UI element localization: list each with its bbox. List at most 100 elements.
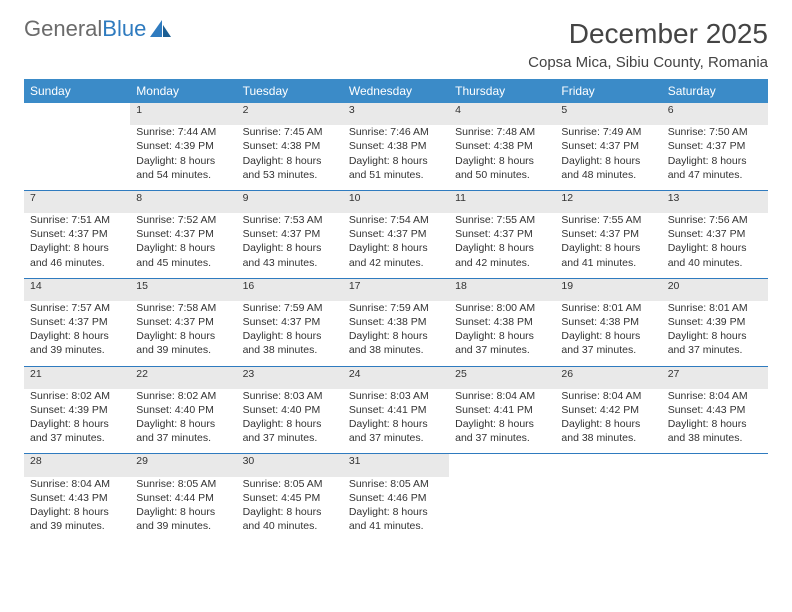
sunset-text: Sunset: 4:37 PM	[668, 227, 762, 241]
sunrise-text: Sunrise: 7:51 AM	[30, 213, 124, 227]
day-cell: Sunrise: 8:03 AMSunset: 4:41 PMDaylight:…	[343, 389, 449, 454]
day1-text: Daylight: 8 hours	[668, 154, 762, 168]
sunset-text: Sunset: 4:39 PM	[30, 403, 124, 417]
day2-text: and 38 minutes.	[668, 431, 762, 445]
day2-text: and 43 minutes.	[243, 256, 337, 270]
day-number	[662, 454, 768, 477]
day2-text: and 37 minutes.	[455, 431, 549, 445]
col-friday: Friday	[555, 79, 661, 103]
sunset-text: Sunset: 4:37 PM	[668, 139, 762, 153]
day-number: 25	[449, 366, 555, 389]
day-number: 28	[24, 454, 130, 477]
day2-text: and 37 minutes.	[561, 343, 655, 357]
day-number: 6	[662, 103, 768, 125]
sunset-text: Sunset: 4:38 PM	[243, 139, 337, 153]
daynum-row: 28293031	[24, 454, 768, 477]
day1-text: Daylight: 8 hours	[349, 241, 443, 255]
brand-text-1: General	[24, 18, 102, 40]
day-number: 3	[343, 103, 449, 125]
sunset-text: Sunset: 4:37 PM	[349, 227, 443, 241]
day2-text: and 45 minutes.	[136, 256, 230, 270]
daynum-row: 123456	[24, 103, 768, 125]
day2-text: and 46 minutes.	[30, 256, 124, 270]
day1-text: Daylight: 8 hours	[136, 505, 230, 519]
day-cell: Sunrise: 8:00 AMSunset: 4:38 PMDaylight:…	[449, 301, 555, 366]
sunrise-text: Sunrise: 7:54 AM	[349, 213, 443, 227]
day-cell: Sunrise: 8:02 AMSunset: 4:40 PMDaylight:…	[130, 389, 236, 454]
day-number: 16	[237, 278, 343, 301]
day2-text: and 42 minutes.	[349, 256, 443, 270]
day-cell: Sunrise: 7:59 AMSunset: 4:37 PMDaylight:…	[237, 301, 343, 366]
day-number: 14	[24, 278, 130, 301]
day-cell: Sunrise: 8:01 AMSunset: 4:38 PMDaylight:…	[555, 301, 661, 366]
day-cell	[555, 477, 661, 542]
day1-text: Daylight: 8 hours	[455, 329, 549, 343]
day-number: 4	[449, 103, 555, 125]
day-number: 31	[343, 454, 449, 477]
day-cell: Sunrise: 8:05 AMSunset: 4:46 PMDaylight:…	[343, 477, 449, 542]
daynum-row: 78910111213	[24, 190, 768, 213]
sunrise-text: Sunrise: 8:04 AM	[455, 389, 549, 403]
sunset-text: Sunset: 4:41 PM	[455, 403, 549, 417]
day1-text: Daylight: 8 hours	[243, 417, 337, 431]
day1-text: Daylight: 8 hours	[668, 329, 762, 343]
day-cell: Sunrise: 7:53 AMSunset: 4:37 PMDaylight:…	[237, 213, 343, 278]
sunset-text: Sunset: 4:39 PM	[668, 315, 762, 329]
sunset-text: Sunset: 4:37 PM	[30, 227, 124, 241]
sunset-text: Sunset: 4:43 PM	[30, 491, 124, 505]
day-cell: Sunrise: 8:04 AMSunset: 4:43 PMDaylight:…	[24, 477, 130, 542]
sunset-text: Sunset: 4:37 PM	[561, 139, 655, 153]
day1-text: Daylight: 8 hours	[30, 241, 124, 255]
day-number: 5	[555, 103, 661, 125]
sunrise-text: Sunrise: 8:01 AM	[668, 301, 762, 315]
day1-text: Daylight: 8 hours	[561, 154, 655, 168]
sunset-text: Sunset: 4:39 PM	[136, 139, 230, 153]
day-number: 8	[130, 190, 236, 213]
day-number: 18	[449, 278, 555, 301]
day-number	[555, 454, 661, 477]
day-cell: Sunrise: 7:49 AMSunset: 4:37 PMDaylight:…	[555, 125, 661, 190]
week-row: Sunrise: 8:04 AMSunset: 4:43 PMDaylight:…	[24, 477, 768, 542]
day2-text: and 54 minutes.	[136, 168, 230, 182]
day-number: 17	[343, 278, 449, 301]
week-row: Sunrise: 8:02 AMSunset: 4:39 PMDaylight:…	[24, 389, 768, 454]
sunrise-text: Sunrise: 8:05 AM	[243, 477, 337, 491]
brand-sail-icon	[150, 20, 172, 38]
day2-text: and 37 minutes.	[30, 431, 124, 445]
sunset-text: Sunset: 4:38 PM	[561, 315, 655, 329]
day1-text: Daylight: 8 hours	[349, 329, 443, 343]
day-header-row: Sunday Monday Tuesday Wednesday Thursday…	[24, 79, 768, 103]
sunrise-text: Sunrise: 8:00 AM	[455, 301, 549, 315]
day1-text: Daylight: 8 hours	[349, 154, 443, 168]
sunset-text: Sunset: 4:44 PM	[136, 491, 230, 505]
day-cell: Sunrise: 8:05 AMSunset: 4:44 PMDaylight:…	[130, 477, 236, 542]
sunrise-text: Sunrise: 7:59 AM	[349, 301, 443, 315]
sunset-text: Sunset: 4:46 PM	[349, 491, 443, 505]
day-number: 29	[130, 454, 236, 477]
day2-text: and 51 minutes.	[349, 168, 443, 182]
day-number: 7	[24, 190, 130, 213]
day-cell: Sunrise: 8:02 AMSunset: 4:39 PMDaylight:…	[24, 389, 130, 454]
col-thursday: Thursday	[449, 79, 555, 103]
day-cell: Sunrise: 8:04 AMSunset: 4:43 PMDaylight:…	[662, 389, 768, 454]
day2-text: and 38 minutes.	[561, 431, 655, 445]
sunrise-text: Sunrise: 8:03 AM	[243, 389, 337, 403]
day2-text: and 37 minutes.	[455, 343, 549, 357]
day2-text: and 39 minutes.	[30, 519, 124, 533]
day1-text: Daylight: 8 hours	[136, 329, 230, 343]
day-cell	[662, 477, 768, 542]
col-sunday: Sunday	[24, 79, 130, 103]
day-number: 2	[237, 103, 343, 125]
month-title: December 2025	[528, 18, 768, 50]
day-cell: Sunrise: 8:03 AMSunset: 4:40 PMDaylight:…	[237, 389, 343, 454]
week-row: Sunrise: 7:57 AMSunset: 4:37 PMDaylight:…	[24, 301, 768, 366]
sunrise-text: Sunrise: 7:57 AM	[30, 301, 124, 315]
week-row: Sunrise: 7:44 AMSunset: 4:39 PMDaylight:…	[24, 125, 768, 190]
day-cell: Sunrise: 7:58 AMSunset: 4:37 PMDaylight:…	[130, 301, 236, 366]
day-number: 15	[130, 278, 236, 301]
day-cell: Sunrise: 8:04 AMSunset: 4:42 PMDaylight:…	[555, 389, 661, 454]
sunset-text: Sunset: 4:38 PM	[349, 315, 443, 329]
day2-text: and 39 minutes.	[136, 519, 230, 533]
day-cell: Sunrise: 7:50 AMSunset: 4:37 PMDaylight:…	[662, 125, 768, 190]
sunset-text: Sunset: 4:45 PM	[243, 491, 337, 505]
